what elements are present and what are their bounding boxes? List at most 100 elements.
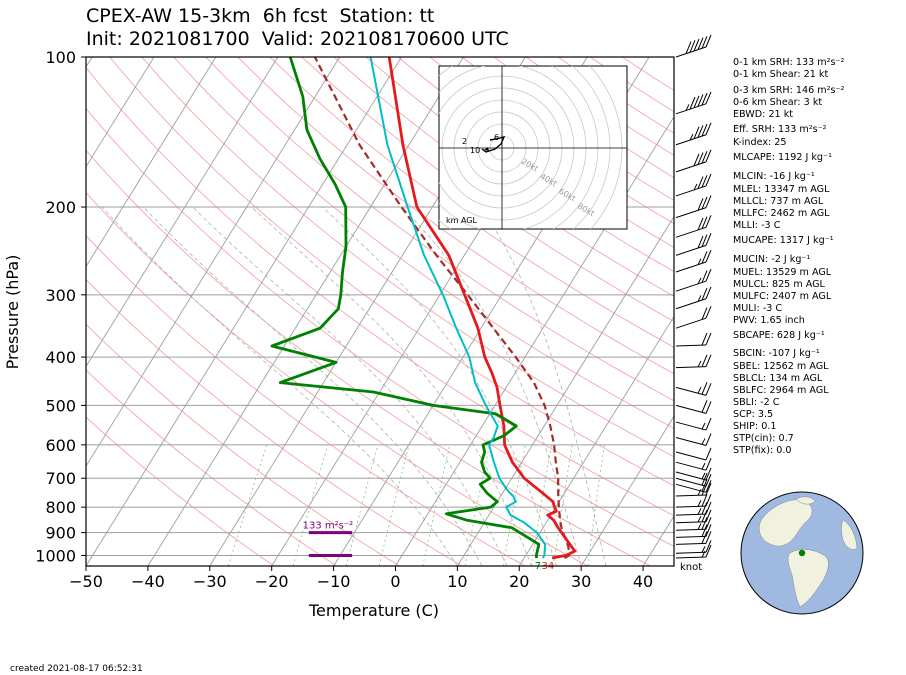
wind-barb-flag	[705, 354, 712, 367]
stat-line: SCP: 3.5	[733, 409, 774, 420]
x-tick-label: −40	[131, 572, 165, 591]
y-tick-label: 800	[45, 498, 76, 517]
wind-barb-flag	[697, 235, 704, 249]
wind-barb-staff	[675, 344, 707, 347]
wind-barb-flag	[701, 509, 708, 523]
barb-units-label: knot	[680, 562, 702, 573]
stat-line: MULFC: 2407 m AGL	[733, 291, 832, 302]
wind-barb-half-flag	[701, 472, 706, 480]
hodograph-height-label: 2	[462, 137, 467, 146]
wind-barb-staff	[675, 461, 707, 471]
x-tick-label: −20	[255, 572, 289, 591]
wind-barb-half-flag	[685, 104, 690, 111]
mixing-ratio-line	[292, 444, 329, 566]
globe-map	[740, 491, 864, 615]
wind-barb	[675, 122, 712, 146]
stats-panel: 0-1 km SRH: 133 m²s⁻² 0-1 km Shear: 21 kt…	[733, 0, 906, 470]
wetbulb-line	[369, 57, 547, 559]
wind-barb-staff	[675, 437, 707, 447]
wind-barb-flag	[705, 501, 712, 515]
dry-adiabat-line	[86, 416, 275, 566]
wind-barb	[675, 173, 712, 197]
wind-barb-staff	[675, 556, 707, 559]
wind-barb-flag	[705, 447, 712, 461]
wind-barb-staff	[675, 477, 707, 487]
profile-lines	[270, 57, 577, 560]
wind-barb-half-flag	[701, 422, 706, 430]
stat-line: MUCIN: -2 J kg⁻¹	[733, 254, 811, 265]
plot-frame	[85, 56, 675, 567]
y-tick-label: 200	[45, 198, 76, 217]
wind-barb-flag	[697, 217, 704, 231]
dewpoint-line	[270, 57, 541, 559]
wind-barb	[675, 268, 712, 292]
wind-barbs: knot	[675, 34, 712, 573]
wind-barb-flag	[701, 270, 708, 283]
wind-barb-staff	[675, 494, 707, 497]
srh-label: 133 m²s⁻²	[303, 521, 354, 532]
wind-barb-staff	[675, 366, 707, 369]
stat-line: PWV: 1.65 inch	[733, 315, 805, 326]
y-tick-label: 500	[45, 396, 76, 415]
wind-barb-flag	[705, 544, 712, 558]
wind-barb-staff	[675, 46, 707, 58]
stat-line: K-index: 25	[733, 137, 787, 148]
moist-adiabat-line	[480, 206, 607, 566]
wind-barb-flag	[705, 480, 712, 493]
isotherm-line	[86, 57, 402, 566]
wind-barb-flag	[693, 153, 700, 167]
y-tick-label: 300	[45, 286, 76, 305]
dry-adiabat-line	[86, 191, 589, 566]
globe-land-africa	[841, 519, 858, 550]
wind-barb-staff	[675, 535, 707, 538]
stat-line: STP(cin): 0.7	[733, 433, 794, 444]
wind-barb	[675, 91, 712, 115]
wind-barb-staff	[675, 185, 707, 197]
wind-barb-staff	[675, 513, 707, 516]
wind-barb-flag	[701, 234, 708, 247]
wind-barb-flag	[705, 332, 712, 346]
stat-line: MULI: -3 C	[733, 303, 783, 314]
stat-line: Eff. SRH: 133 m²s⁻²	[733, 124, 827, 135]
wind-barb-flag	[693, 126, 700, 139]
dry-adiabat-line	[109, 57, 674, 487]
isotherm-line	[456, 215, 674, 566]
wind-barb-flag	[705, 233, 712, 246]
wind-barb-flag	[701, 472, 708, 486]
dry-adiabat-line	[365, 57, 674, 273]
mixing-ratio-line	[378, 444, 410, 566]
wind-barb-flag	[693, 38, 700, 52]
wind-barb	[675, 34, 712, 58]
wind-barb-flag	[701, 123, 708, 137]
wind-barb-flag	[701, 479, 708, 492]
moist-adiabat-line	[101, 206, 458, 566]
wind-barb-flag	[697, 37, 704, 50]
wind-barb-half-flag	[697, 523, 702, 530]
stat-line: 0-6 km Shear: 3 kt	[733, 97, 823, 108]
wind-barb-half-flag	[697, 295, 702, 302]
wind-barb-flag	[705, 517, 712, 530]
wind-barb-flag	[701, 251, 708, 264]
stat-line: SBCAPE: 628 J kg⁻¹	[733, 330, 825, 341]
wind-barb	[675, 215, 712, 238]
wind-barb-flag	[701, 502, 708, 515]
wind-barb-flag	[705, 34, 712, 48]
wind-barb-flag	[701, 175, 708, 188]
wind-barb-flag	[701, 482, 708, 496]
wind-barb	[675, 524, 712, 538]
wind-barb-flag	[705, 401, 712, 414]
wind-barb-staff	[675, 161, 707, 173]
mixing-ratio-line	[502, 444, 526, 566]
wind-barb-staff	[675, 471, 707, 481]
moist-adiabat-line	[322, 206, 557, 566]
y-tick-label: 1000	[35, 546, 76, 565]
dry-adiabat-line	[301, 57, 674, 323]
chart-title-line1: CPEX-AW 15-3km 6h fcst Station: tt	[86, 5, 435, 27]
wind-barb-flag	[701, 307, 708, 320]
wind-barb-half-flag	[697, 489, 702, 496]
wind-barb-flag	[685, 41, 692, 54]
dry-adiabat-line	[173, 57, 674, 429]
wind-barb-flag	[701, 196, 708, 210]
wind-barb-flag	[701, 354, 708, 367]
